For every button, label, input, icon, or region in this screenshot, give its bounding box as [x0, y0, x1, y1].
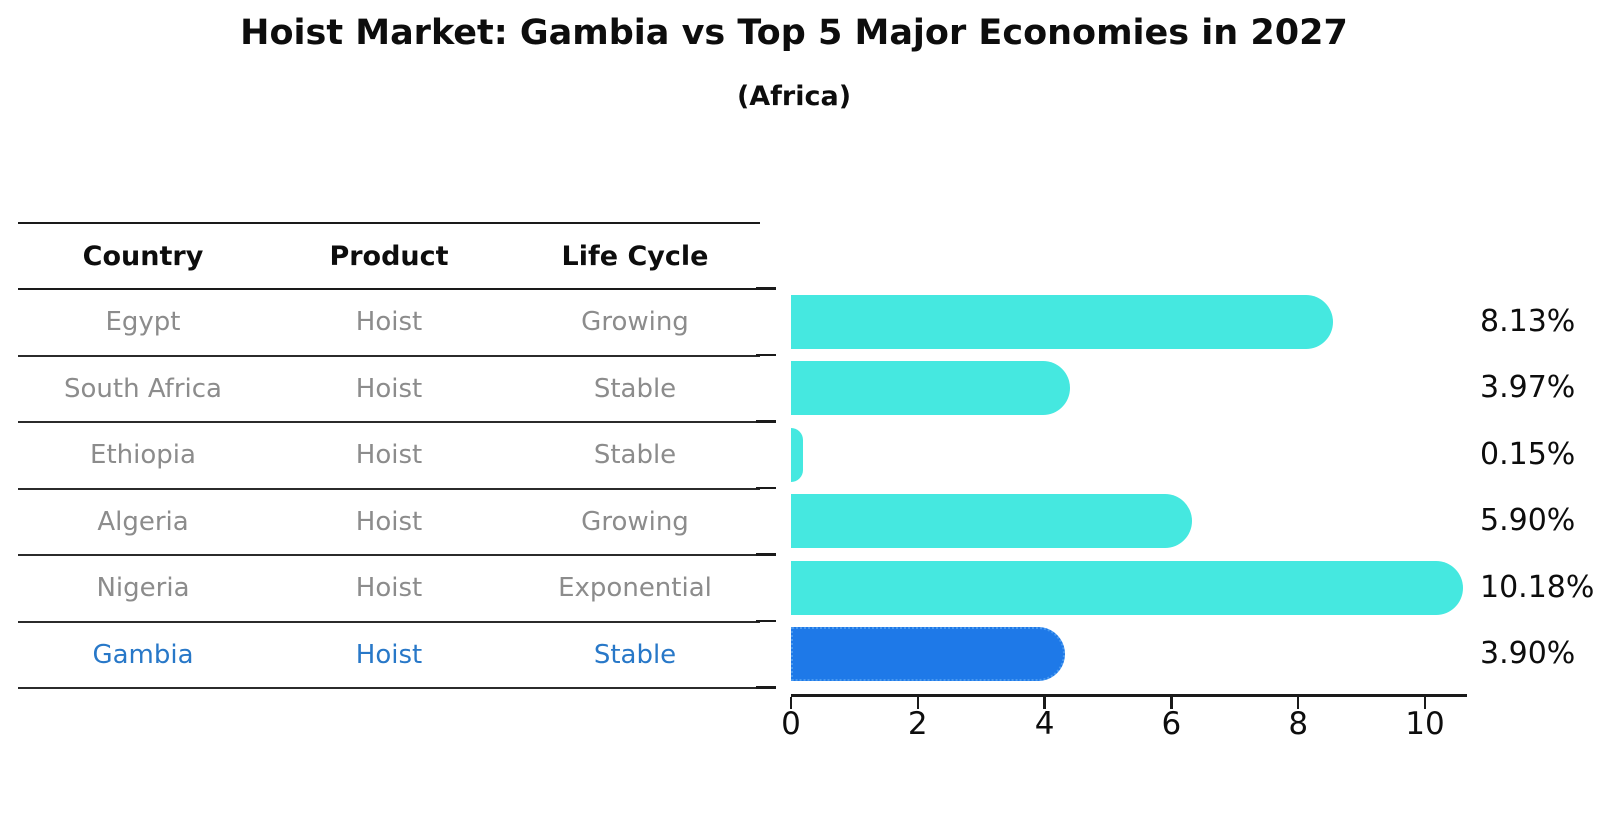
x-axis-tick — [1043, 697, 1046, 709]
product-cell: Hoist — [355, 506, 423, 537]
y-axis-tick — [756, 686, 776, 689]
product-cell: Hoist — [355, 573, 423, 604]
column-header-country: Country — [82, 240, 204, 272]
data-table: Country Product Life Cycle Egypt Hoist Gro… — [18, 222, 760, 689]
product-cell: Hoist — [355, 440, 423, 471]
table-row-nigeria: Nigeria Hoist Exponential — [18, 556, 760, 623]
x-axis-tick — [1170, 697, 1173, 709]
bar-value-label: 0.15% — [1480, 436, 1576, 472]
x-axis-tick-label: 4 — [1034, 706, 1055, 742]
y-axis-tick — [756, 353, 776, 357]
life-cycle-cell: Growing — [581, 506, 689, 537]
x-axis-line — [791, 694, 1467, 697]
table-body: Egypt Hoist Growing South Africa Hoist Stable… — [18, 290, 760, 689]
y-axis-tick — [756, 420, 776, 423]
product-cell: Hoist — [355, 373, 423, 404]
x-axis-tick-label: 0 — [781, 706, 801, 742]
column-header-life-cycle: Life Cycle — [561, 240, 709, 272]
bar-value-label: 8.13% — [1480, 303, 1576, 339]
bar-value-label: 10.18% — [1480, 569, 1595, 605]
table-row-gambia: Gambia Hoist Stable — [18, 623, 760, 689]
chart-subtitle: (Africa) — [736, 81, 852, 112]
table-header-row: Country Product Life Cycle — [18, 224, 760, 290]
country-cell: Nigeria — [96, 573, 190, 604]
life-cycle-cell: Exponential — [558, 573, 712, 604]
y-axis-tick — [756, 486, 776, 490]
bar-nigeria — [791, 560, 1464, 615]
x-axis-tick-label: 10 — [1405, 706, 1445, 742]
life-cycle-cell: Stable — [593, 440, 677, 471]
x-axis-tick — [1423, 697, 1427, 709]
country-cell: Gambia — [92, 639, 194, 670]
x-axis-tick-label: 6 — [1161, 706, 1182, 742]
table-row-algeria: Algeria Hoist Growing — [18, 490, 760, 556]
x-axis-tick-label: 2 — [907, 706, 928, 742]
y-axis-tick — [756, 553, 776, 556]
chart-title: Hoist Market: Gambia vs Top 5 Major Econ… — [240, 13, 1348, 53]
bar-algeria — [791, 494, 1193, 548]
bar-value-label: 5.90% — [1480, 503, 1576, 539]
bar-ethiopia — [791, 427, 803, 482]
bar-egypt — [791, 294, 1334, 349]
product-cell: Hoist — [355, 307, 423, 338]
life-cycle-cell: Stable — [593, 373, 677, 404]
bar-south-africa — [791, 361, 1070, 415]
y-axis-tick — [756, 287, 776, 290]
column-header-product: Product — [329, 240, 449, 272]
bar-value-label: 3.97% — [1480, 370, 1576, 406]
x-axis-tick — [789, 697, 793, 709]
table-row-ethiopia: Ethiopia Hoist Stable — [18, 423, 760, 490]
table-row-south-africa: South Africa Hoist Stable — [18, 357, 760, 423]
product-cell: Hoist — [355, 639, 423, 670]
country-cell: Ethiopia — [90, 440, 196, 471]
bar-value-label: 3.90% — [1480, 636, 1576, 672]
country-cell: Egypt — [105, 307, 181, 338]
country-cell: Algeria — [97, 506, 189, 537]
x-axis-tick-label: 8 — [1288, 706, 1309, 742]
life-cycle-cell: Stable — [593, 639, 677, 670]
y-axis-tick — [756, 619, 776, 623]
life-cycle-cell: Growing — [581, 307, 689, 338]
x-axis-tick — [916, 697, 920, 709]
x-axis-tick — [1296, 697, 1300, 709]
table-row-egypt: Egypt Hoist Growing — [18, 290, 760, 357]
bar-gambia — [791, 627, 1066, 681]
country-cell: South Africa — [64, 373, 222, 404]
